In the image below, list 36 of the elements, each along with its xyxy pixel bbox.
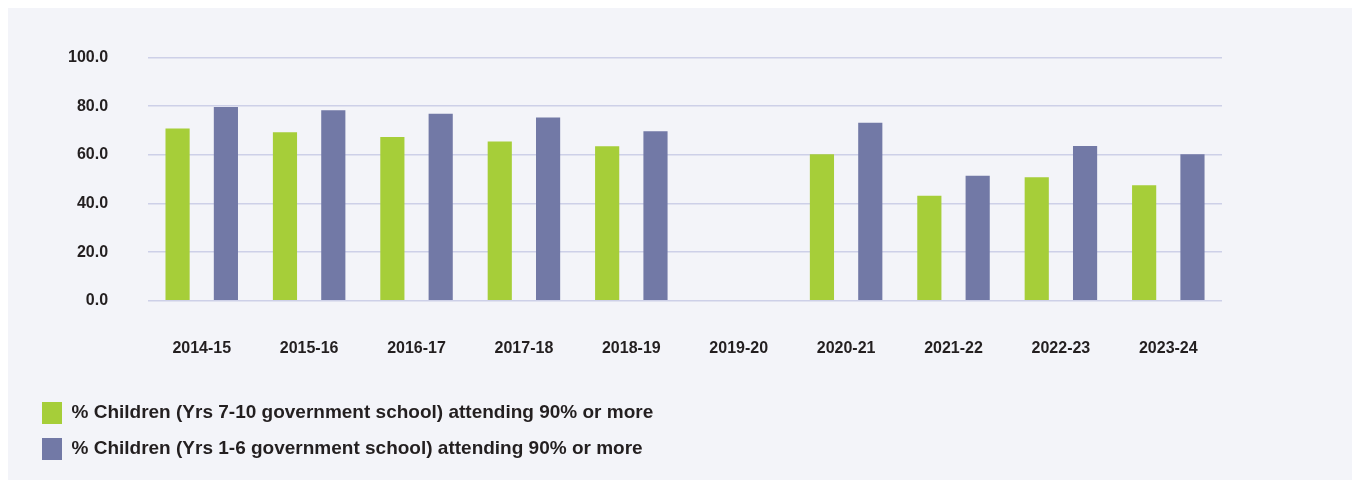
bar — [272, 132, 298, 301]
x-tick-label: 2020-21 — [816, 338, 876, 356]
bar — [536, 117, 561, 301]
x-tick-label: 2017-18 — [494, 338, 554, 356]
y-tick-label: 40.0 — [76, 193, 109, 211]
bar — [428, 113, 453, 301]
bar — [165, 128, 190, 301]
bar — [643, 131, 668, 301]
bar — [965, 175, 990, 301]
legend-label: % Children (Yrs 1-6 government school) attending 90% or more — [71, 437, 643, 459]
x-tick-label: 2021-22 — [924, 338, 983, 356]
bar — [858, 122, 883, 301]
x-tick-label: 2022-23 — [1031, 338, 1091, 356]
bar — [809, 154, 835, 301]
x-tick-label: 2015-16 — [279, 338, 339, 356]
x-tick-label: 2023-24 — [1138, 338, 1198, 356]
legend-label: % Children (Yrs 7-10 government school) attending 90% or more — [71, 401, 654, 423]
bar — [213, 106, 238, 301]
bar — [321, 110, 346, 301]
bar — [1132, 185, 1157, 301]
bar — [1180, 154, 1205, 301]
x-tick-label: 2018-19 — [601, 338, 661, 356]
x-tick-label: 2014-15 — [172, 338, 232, 356]
bar — [1072, 145, 1098, 301]
bar — [380, 136, 405, 301]
y-tick-label: 60.0 — [76, 145, 109, 163]
y-tick-label: 100.0 — [67, 48, 109, 66]
y-tick-label: 20.0 — [76, 242, 109, 260]
bar — [595, 146, 620, 301]
bar — [1024, 177, 1049, 301]
x-tick-label: 2016-17 — [387, 338, 446, 356]
bar — [487, 141, 512, 301]
bar — [917, 195, 942, 301]
x-tick-label: 2019-20 — [709, 338, 769, 356]
y-tick-label: 80.0 — [76, 96, 109, 114]
y-tick-label: 0.0 — [85, 291, 109, 309]
